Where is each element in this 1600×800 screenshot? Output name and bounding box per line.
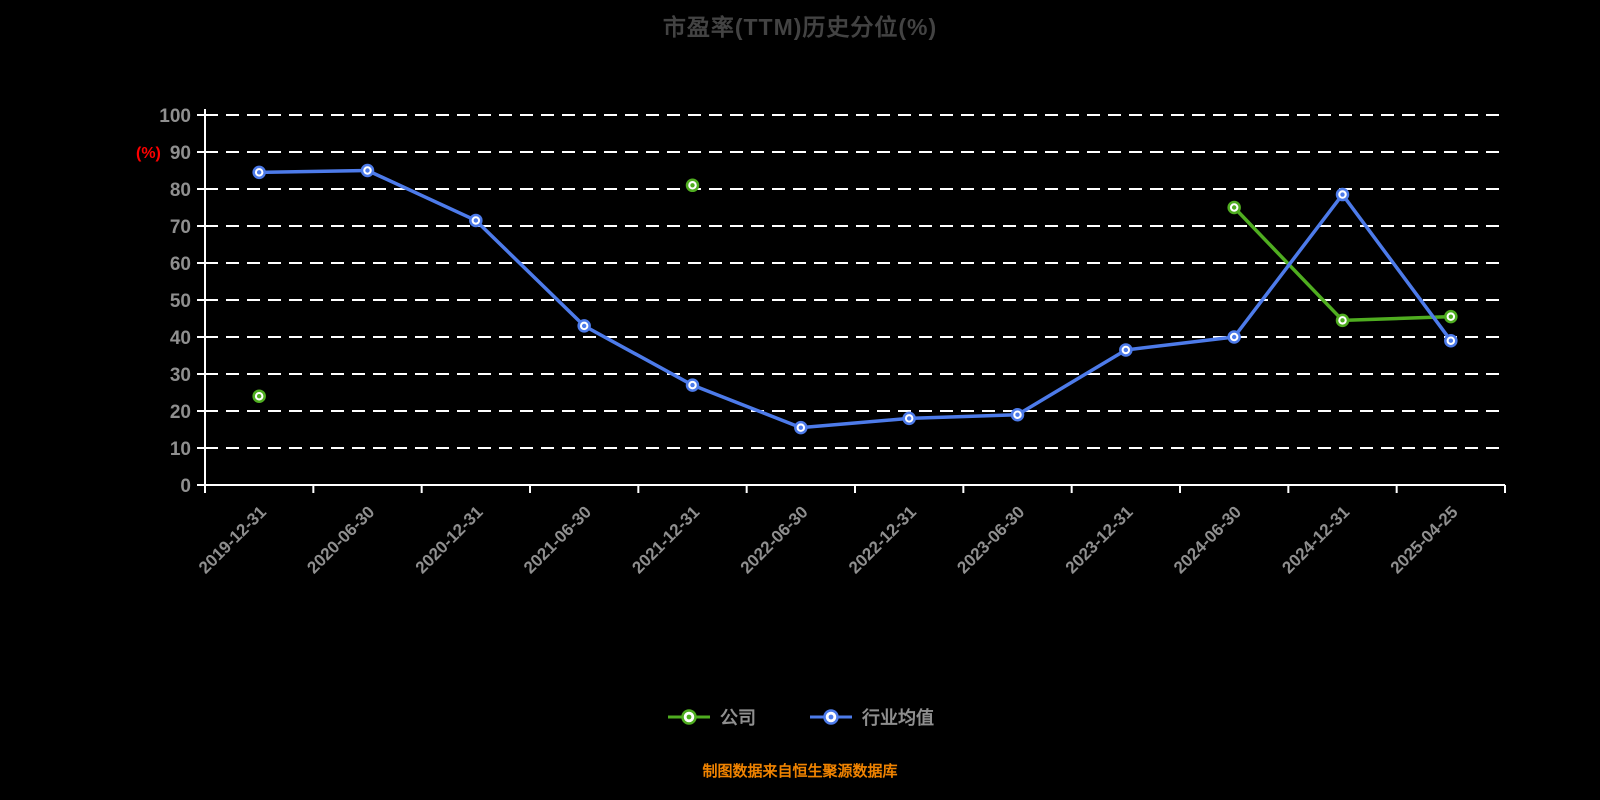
x-tick-label: 2025-04-25 (1387, 502, 1462, 577)
x-tick-label: 2023-06-30 (953, 502, 1028, 577)
x-tick-label: 2022-12-31 (845, 502, 920, 577)
legend-item-industry-average[interactable]: 行业均值 (808, 704, 934, 730)
data-point-center (1231, 205, 1237, 210)
y-tick-label: 10 (170, 439, 191, 460)
data-point-center (1448, 314, 1454, 319)
data-point-center (581, 323, 587, 329)
data-point-center (1231, 334, 1237, 340)
data-point-center (1123, 347, 1129, 353)
x-tick-label: 2021-12-31 (628, 502, 703, 577)
y-tick-label: 60 (170, 254, 191, 275)
y-tick-label: 0 (180, 476, 191, 497)
legend-label-company: 公司 (720, 708, 756, 728)
company-series-marker-icon (668, 709, 710, 725)
data-point-center (1448, 338, 1454, 343)
legend-label-industry-average: 行业均值 (862, 708, 934, 728)
x-tick-label: 2019-12-31 (195, 502, 270, 577)
y-tick-label: 40 (170, 328, 191, 349)
y-tick-label: 70 (170, 217, 191, 238)
industry-series-marker-icon (810, 709, 852, 725)
data-point-center (365, 168, 370, 173)
data-point-center (1015, 412, 1020, 417)
footer-note: 制图数据来自恒生聚源数据库 (702, 763, 898, 780)
data-point-center (690, 382, 695, 388)
x-tick-label: 2022-06-30 (737, 502, 812, 577)
x-tick-label: 2023-12-31 (1062, 502, 1137, 577)
y-tick-label: 90 (170, 143, 191, 164)
y-tick-label: 100 (159, 106, 191, 127)
legend: 公司 行业均值 (0, 704, 1600, 730)
data-point-center (1340, 318, 1345, 323)
y-axis-unit-label: (%) (136, 145, 161, 162)
y-tick-label: 50 (170, 291, 191, 312)
series-line-1 (257, 168, 1453, 430)
y-tick-label: 20 (170, 402, 191, 423)
data-point-center (473, 218, 479, 223)
chart-title: 市盈率(TTM)历史分位(%) (662, 14, 938, 40)
x-tick-label: 2021-06-30 (520, 502, 595, 577)
x-tick-label: 2024-12-31 (1278, 502, 1353, 577)
data-point-center (1340, 192, 1345, 197)
legend-item-company[interactable]: 公司 (666, 704, 756, 730)
y-tick-label: 80 (170, 180, 191, 201)
data-point-center (690, 183, 695, 188)
data-point-center (256, 394, 262, 399)
y-tick-label: 30 (170, 365, 191, 386)
x-tick-label: 2024-06-30 (1170, 502, 1245, 577)
x-tick-label: 2020-12-31 (412, 502, 487, 577)
data-point-center (906, 416, 912, 421)
x-tick-label: 2020-06-30 (303, 502, 378, 577)
data-point-center (256, 170, 262, 175)
data-point-center (798, 425, 804, 430)
